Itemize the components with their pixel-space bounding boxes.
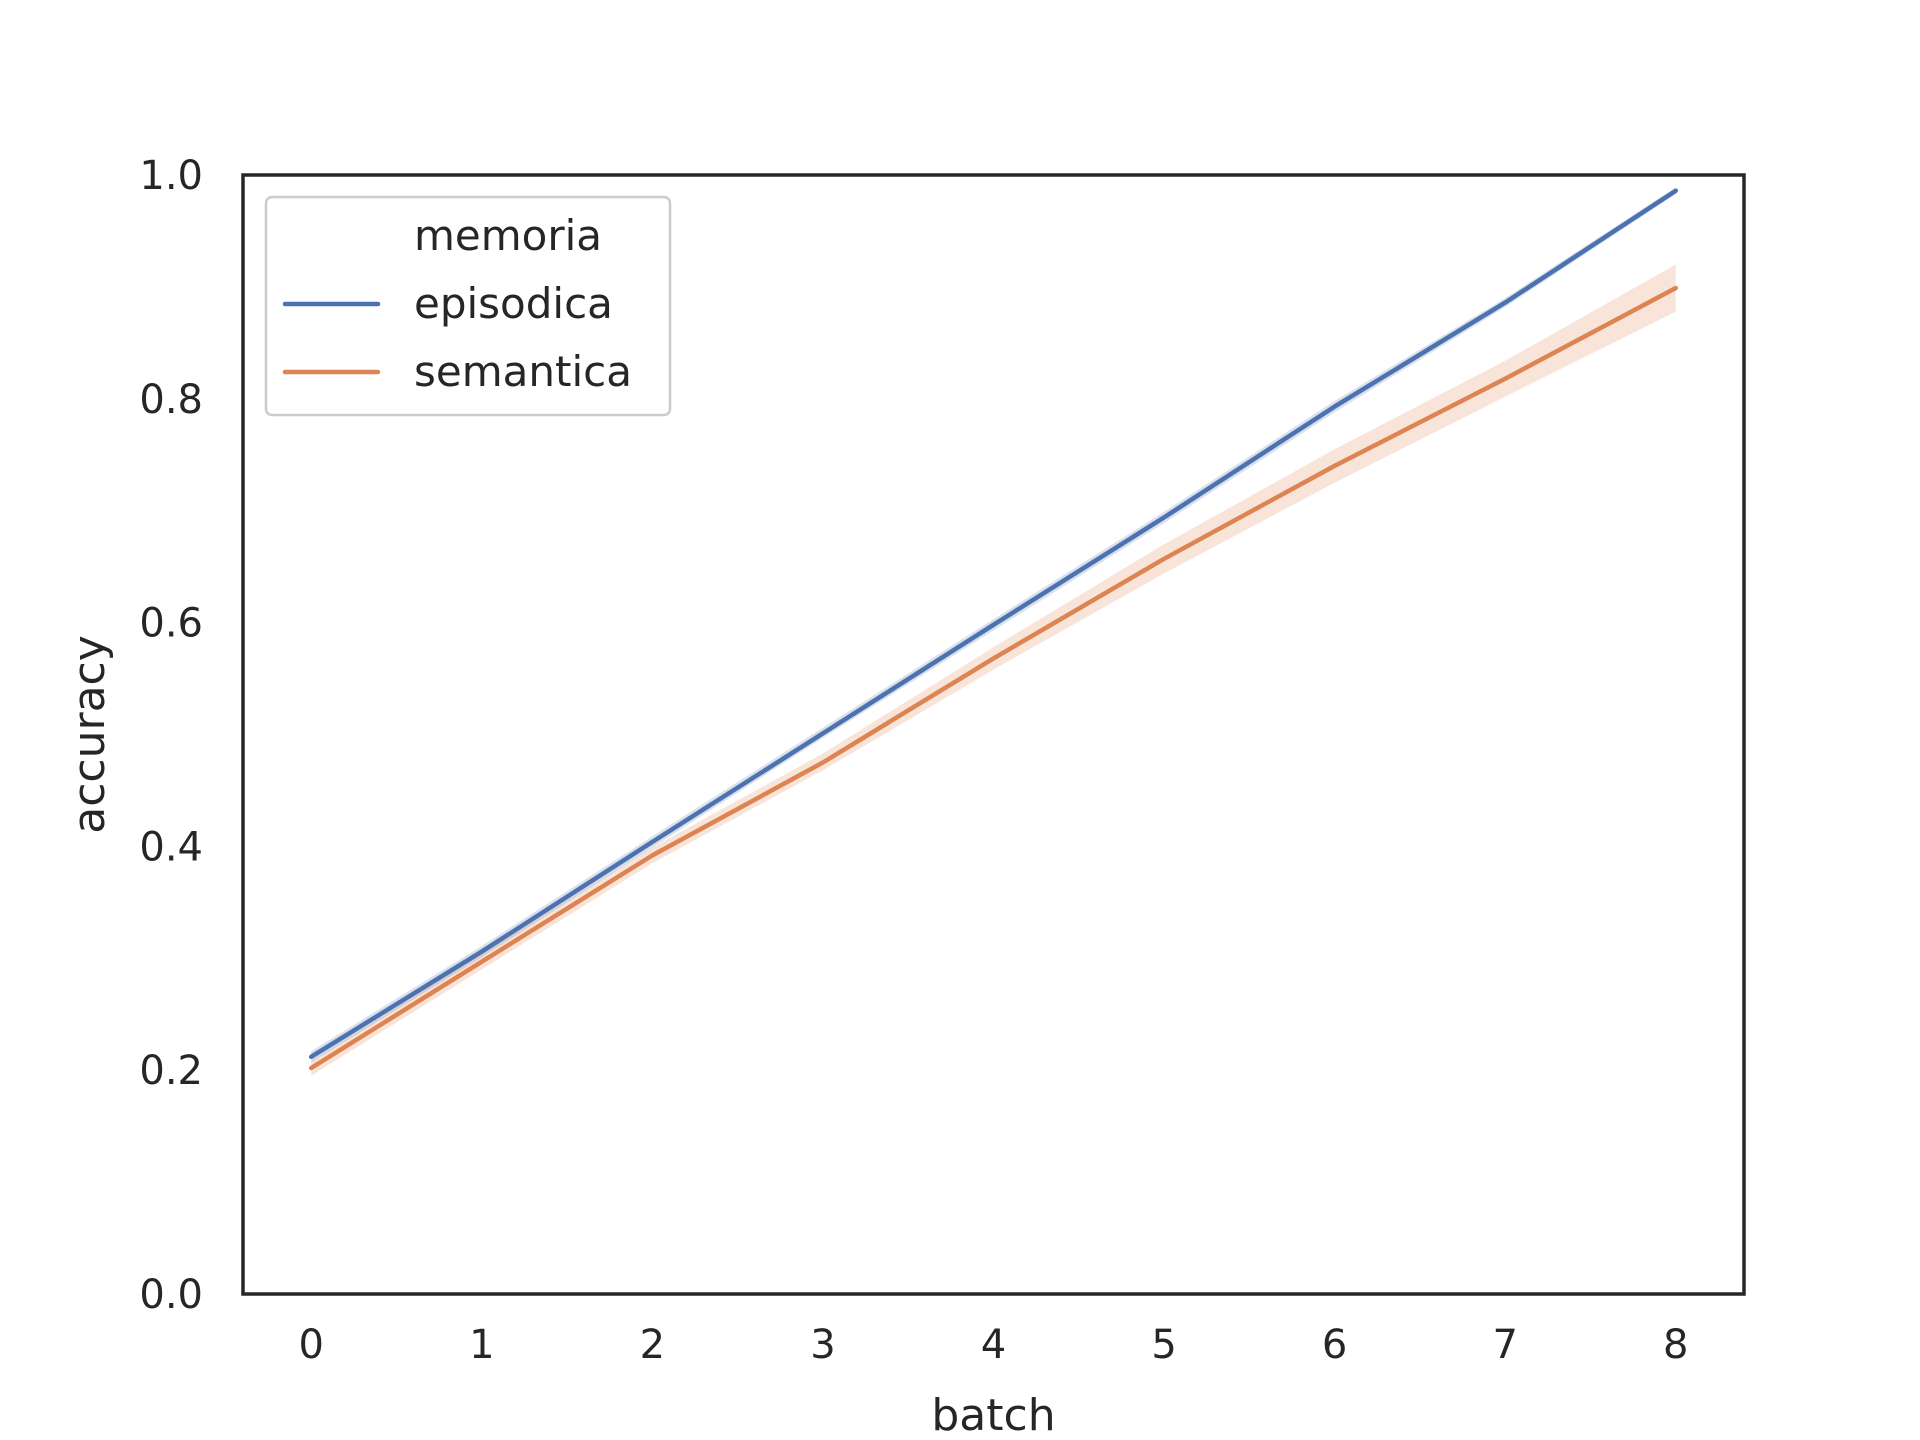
x-tick-label: 0 — [299, 1322, 324, 1368]
plot-frame — [241, 173, 1746, 1296]
x-tick-label: 8 — [1663, 1322, 1688, 1368]
legend: memoria episodica semantica — [264, 195, 672, 417]
x-tick-label: 4 — [981, 1322, 1006, 1368]
x-tick-label: 5 — [1151, 1322, 1176, 1368]
series-line-episodica — [308, 188, 1679, 1060]
y-tick-label: 0.4 — [139, 824, 203, 870]
y-axis-ticks: 0.0 0.2 0.4 0.6 0.8 1.0 — [139, 153, 203, 1318]
x-tick-label: 6 — [1322, 1322, 1347, 1368]
series-lines — [308, 188, 1679, 1071]
x-axis-label: batch — [931, 1390, 1055, 1440]
y-tick-label: 0.8 — [139, 377, 203, 423]
x-axis-ticks: 0 1 2 3 4 5 6 7 8 — [299, 1322, 1689, 1368]
y-axis-label: accuracy — [64, 635, 115, 834]
x-tick-label: 3 — [810, 1322, 835, 1368]
x-tick-label: 7 — [1492, 1322, 1517, 1368]
series-line-semantica — [308, 285, 1679, 1071]
x-tick-label: 1 — [469, 1322, 494, 1368]
legend-box — [264, 195, 672, 417]
y-tick-label: 0.6 — [139, 601, 203, 647]
legend-label-episodica: episodica — [414, 279, 613, 328]
y-tick-label: 0.2 — [139, 1048, 203, 1094]
y-tick-label: 1.0 — [139, 153, 203, 199]
x-tick-label: 2 — [640, 1322, 665, 1368]
y-tick-label: 0.0 — [139, 1272, 203, 1318]
legend-title: memoria — [414, 211, 602, 260]
legend-label-semantica: semantica — [414, 347, 632, 396]
